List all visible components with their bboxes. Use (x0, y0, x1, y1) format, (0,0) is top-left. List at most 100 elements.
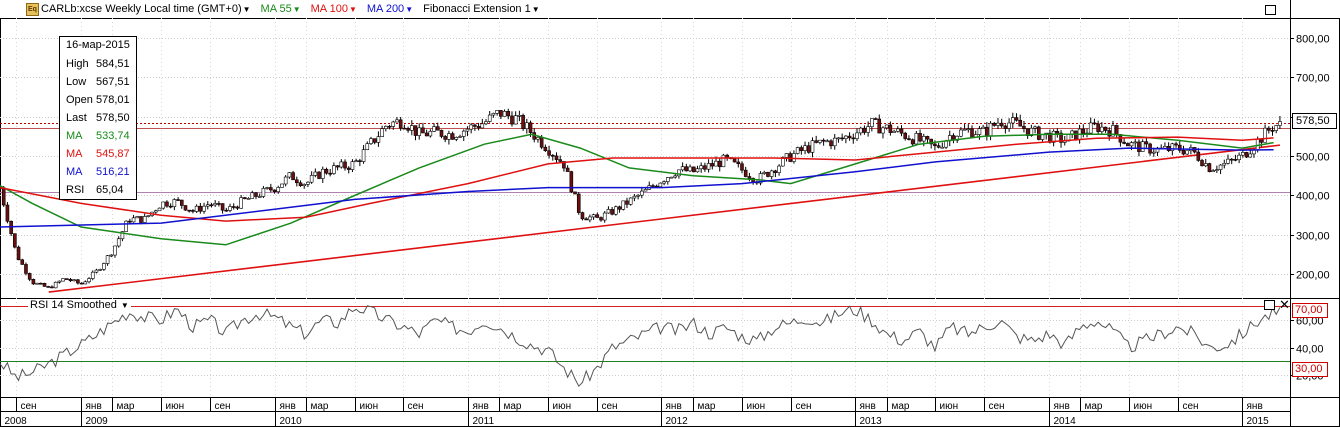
candle-body (35, 282, 39, 285)
candle-body (610, 209, 614, 215)
candle-body (691, 166, 696, 173)
candle-body (662, 181, 666, 184)
candle-body (320, 168, 325, 179)
month-label: мар (117, 401, 135, 412)
candle-body (102, 263, 106, 270)
candle-body (272, 189, 277, 193)
candle-body (1203, 163, 1208, 167)
data-window: 16-мар-2015 High 584,51 Low 567,51 Open 578,0… (59, 36, 137, 200)
candle-body (562, 161, 566, 169)
candle-body (1177, 144, 1182, 151)
candle-body (16, 246, 21, 261)
candle-body (298, 182, 303, 186)
year-label: 2013 (860, 416, 883, 427)
candle-body (254, 192, 258, 197)
candle-body (525, 122, 529, 130)
fibonacci-tool[interactable]: Fibonacci Extension 1 ▼ (423, 3, 540, 15)
ma55-indicator[interactable]: MA 55 ▼ (261, 3, 301, 15)
candle-body (673, 175, 678, 178)
candle-body (424, 132, 429, 137)
maximize-rsi-panel-button[interactable] (1264, 300, 1275, 310)
candle-body (191, 210, 195, 212)
candle-body (421, 127, 425, 134)
candle-body (465, 128, 470, 132)
year-label: 2008 (5, 416, 28, 427)
candle-body (495, 110, 499, 114)
candle-body (688, 166, 692, 172)
candle-body (94, 269, 99, 273)
candle-body (428, 130, 433, 137)
candle-body (1003, 125, 1008, 129)
close-icon[interactable]: ✕ (1279, 297, 1290, 312)
candle-body (721, 154, 726, 168)
candle-body (851, 137, 856, 140)
candle-body (803, 145, 807, 151)
candle-body (1088, 122, 1093, 134)
ma55-line (0, 133, 1274, 246)
candle-body (224, 209, 229, 212)
ma100-indicator[interactable]: MA 100 ▼ (311, 3, 357, 15)
legend-row-value: 578,01 (96, 94, 130, 106)
month-label: янв (1247, 401, 1263, 412)
symbol-selector[interactable]: CARLb:xcse Weekly Local time (GMT+0) ▼ (41, 3, 251, 15)
instrument-icon[interactable]: Eq (26, 2, 39, 16)
candle-body (361, 149, 366, 162)
candle-body (1278, 121, 1282, 126)
candle-body (450, 133, 455, 140)
candle-body (554, 155, 559, 160)
candle-body (87, 278, 91, 283)
candle-body (458, 136, 462, 138)
candle-body (706, 163, 711, 170)
candle-body (1181, 150, 1186, 155)
candle-body (413, 125, 418, 136)
candle-body (766, 171, 770, 177)
legend-row-value: 65,04 (96, 184, 124, 196)
candle-body (1103, 126, 1108, 131)
candle-body (640, 190, 644, 196)
legend-row: MA 533,74 (60, 127, 136, 145)
candle-body (569, 171, 574, 193)
candle-body (369, 138, 373, 144)
candle-body (814, 140, 818, 143)
candle-body (365, 143, 370, 150)
candle-body (933, 143, 937, 146)
candle-body (502, 111, 507, 117)
candle-body (602, 212, 607, 221)
candle-body (788, 153, 793, 162)
candle-body (1233, 159, 1238, 161)
month-label: июн (166, 401, 185, 412)
candle-body (443, 136, 447, 140)
candle-body (469, 124, 473, 130)
rsi-indicator-title[interactable]: RSI 14 Smoothed ▼ (28, 299, 131, 311)
candle-body (205, 204, 210, 207)
candle-body (799, 147, 804, 151)
candle-body (521, 115, 525, 130)
month-label: сен (989, 401, 1005, 412)
candle-body (179, 199, 184, 206)
candle-body (736, 161, 741, 165)
legend-row-label: MA (66, 148, 83, 160)
month-label: мар (698, 401, 716, 412)
year-label: 2012 (666, 416, 689, 427)
candle-body (714, 160, 718, 167)
month-label: янв (86, 401, 102, 412)
legend-row-label: Low (66, 76, 87, 88)
candle-body (677, 169, 681, 177)
candle-body (517, 115, 522, 117)
legend-rows: High 584,51 Low 567,51 Open 578,01 Last 578,50 M… (60, 55, 136, 199)
candle-body (944, 140, 948, 148)
candle-body (395, 119, 399, 123)
candle-body (250, 192, 255, 199)
candle-body (780, 157, 785, 167)
maximize-price-panel-button[interactable] (1265, 5, 1276, 15)
candle-body (1074, 130, 1078, 141)
candle-body (1059, 132, 1063, 143)
candle-body (710, 163, 715, 167)
month-label: сен (796, 401, 812, 412)
candle-body (1007, 122, 1011, 129)
price-tick-label: 300,00 (1296, 231, 1330, 243)
legend-row: MA 516,21 (60, 163, 136, 181)
candle-body (510, 115, 514, 125)
ma200-indicator[interactable]: MA 200 ▼ (367, 3, 413, 15)
